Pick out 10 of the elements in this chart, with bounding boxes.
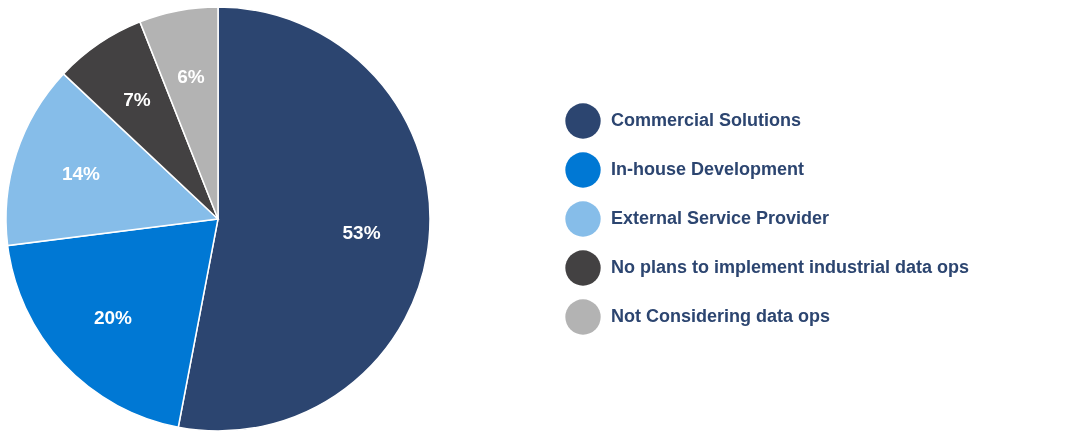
data-label: 53% <box>342 221 381 243</box>
legend-label: Commercial Solutions <box>611 110 802 130</box>
legend-label: In-house Development <box>611 159 805 179</box>
data-label: 14% <box>61 163 101 185</box>
data-label: 20% <box>93 306 133 328</box>
legend-label: External Service Provider <box>611 208 830 228</box>
legend-label: Not Considering data ops <box>611 306 831 326</box>
data-label: 7% <box>123 88 151 110</box>
data-label: 6% <box>177 66 205 88</box>
legend-label: No plans to implement industrial data ops <box>611 257 970 277</box>
